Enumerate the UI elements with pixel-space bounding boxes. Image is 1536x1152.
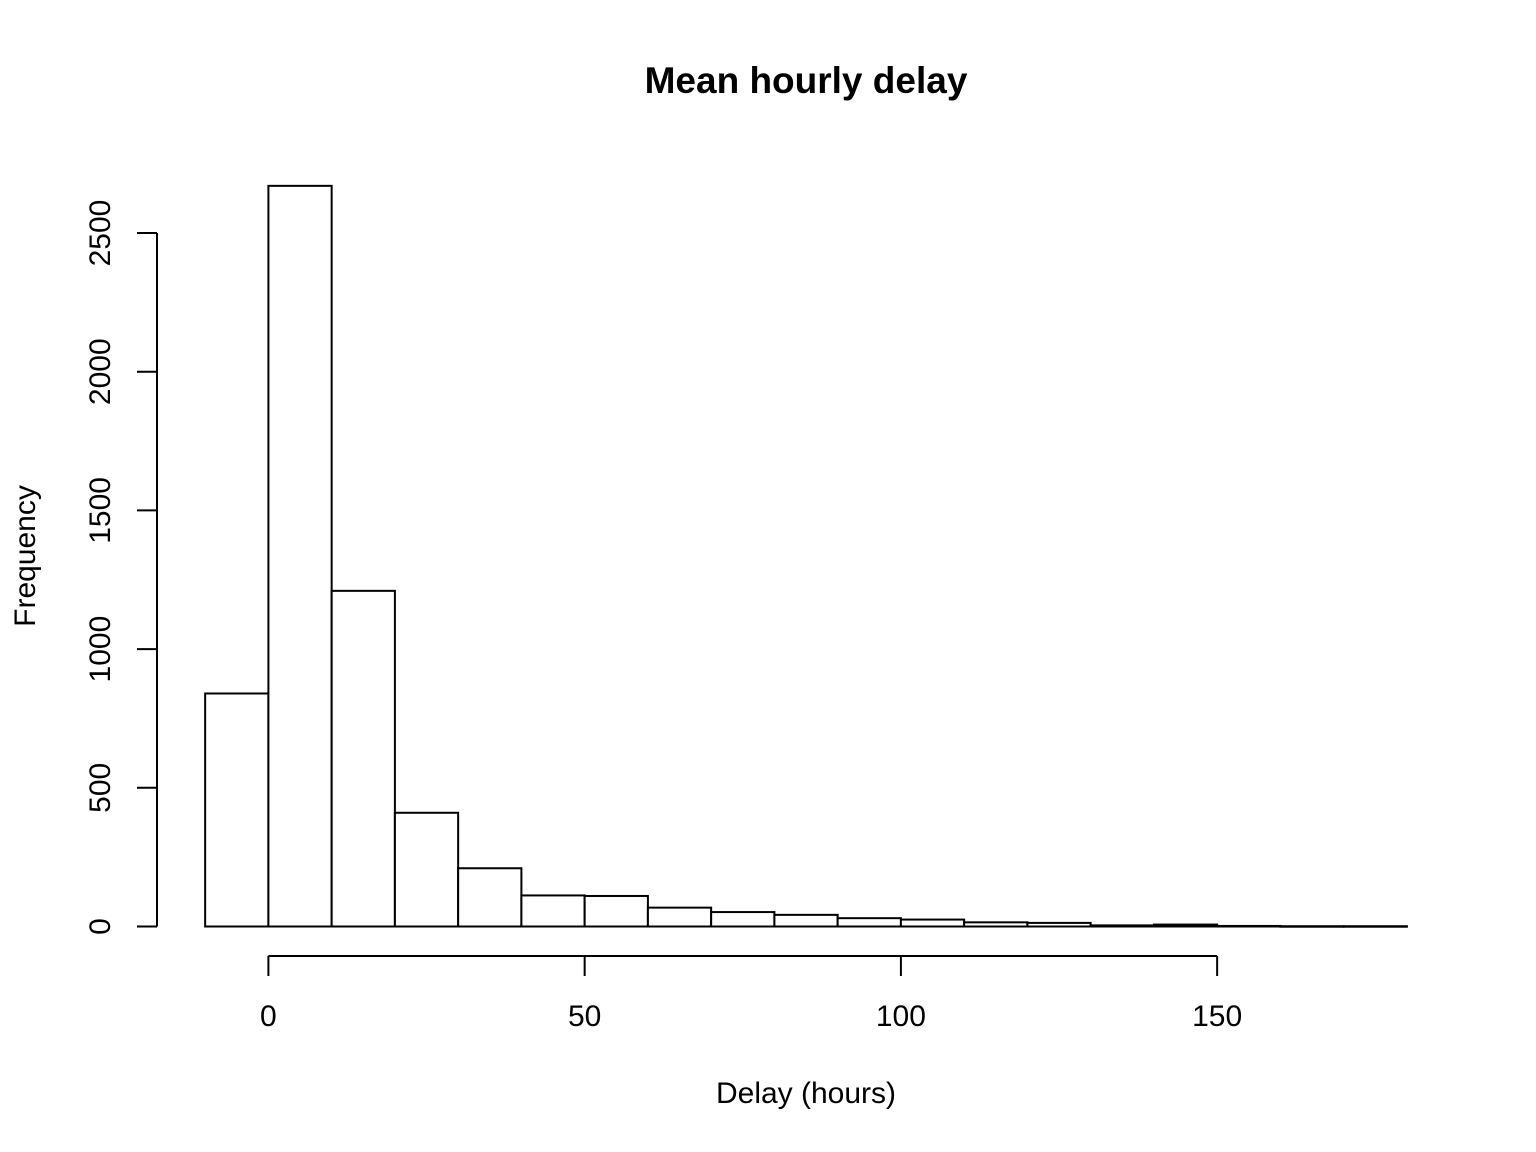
histogram-bar: [836, 917, 902, 928]
y-tick-label: 2500: [84, 200, 117, 267]
histogram-bar: [899, 918, 966, 928]
histogram-bar: [710, 911, 776, 928]
chart-title: Mean hourly delay: [645, 60, 968, 101]
x-tick-label: 100: [876, 1000, 926, 1033]
bars-group: [204, 184, 1408, 928]
histogram-bar: [393, 811, 460, 928]
histogram-bar: [1216, 924, 1282, 928]
histogram-bar: [1342, 925, 1408, 928]
y-tick-label: 0: [84, 918, 117, 935]
histogram-bar: [583, 894, 649, 928]
x-axis-label: Delay (hours): [716, 1077, 896, 1110]
y-axis: 0 500 1000 1500 2000 2500: [84, 200, 158, 935]
histogram-bar: [773, 913, 839, 928]
histogram-bar: [520, 894, 586, 928]
histogram-bar: [204, 692, 270, 928]
histogram-bar: [457, 867, 523, 928]
x-tick-label: 50: [568, 1000, 601, 1033]
histogram-bar: [330, 589, 396, 928]
histogram-bar: [646, 906, 713, 928]
histogram-bar: [267, 184, 333, 928]
y-tick-label: 1500: [84, 477, 117, 544]
histogram-bar: [1089, 924, 1155, 928]
y-tick-label: 1000: [84, 616, 117, 683]
histogram-bar: [963, 921, 1029, 928]
histogram-bar: [1026, 921, 1092, 928]
y-tick-label: 2000: [84, 338, 117, 405]
y-axis-label: Frequency: [9, 485, 42, 627]
x-axis: 0 50 100 150: [260, 955, 1242, 1033]
y-tick-label: 500: [84, 763, 117, 813]
histogram-bar: [1152, 923, 1219, 928]
x-tick-label: 150: [1192, 1000, 1242, 1033]
x-tick-label: 0: [260, 1000, 277, 1033]
histogram-bar: [1279, 925, 1345, 928]
